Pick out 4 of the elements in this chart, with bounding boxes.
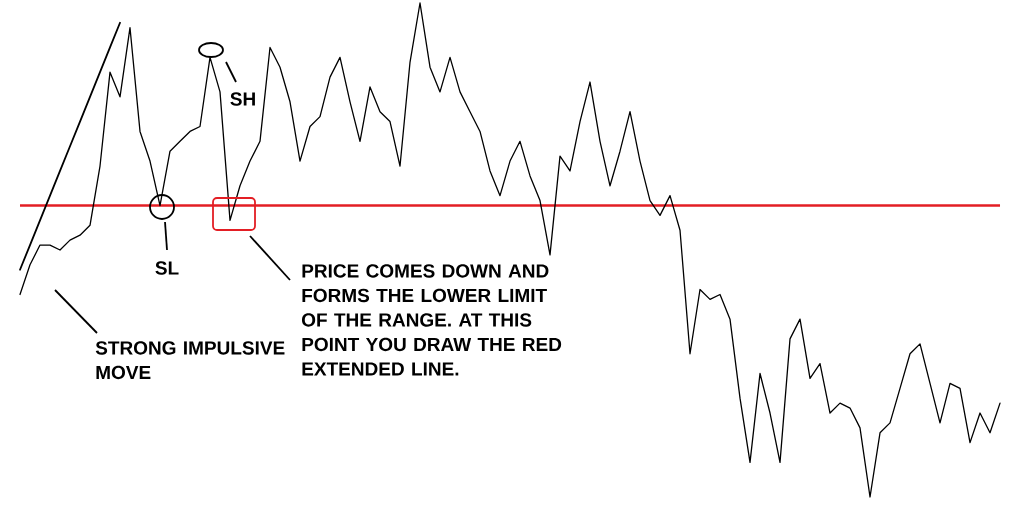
annotation: SH	[230, 92, 255, 106]
annotation: PRICE COMES DOWN AND FORMS THE LOWER LIMIT OF THE RANGE. AT THIS POINT YOU DRAW THE RED EXTENDED LINE.	[301, 264, 562, 376]
annotation: STRONG IMPULSIVE MOVE	[95, 341, 285, 380]
annotation: SL	[155, 261, 179, 275]
